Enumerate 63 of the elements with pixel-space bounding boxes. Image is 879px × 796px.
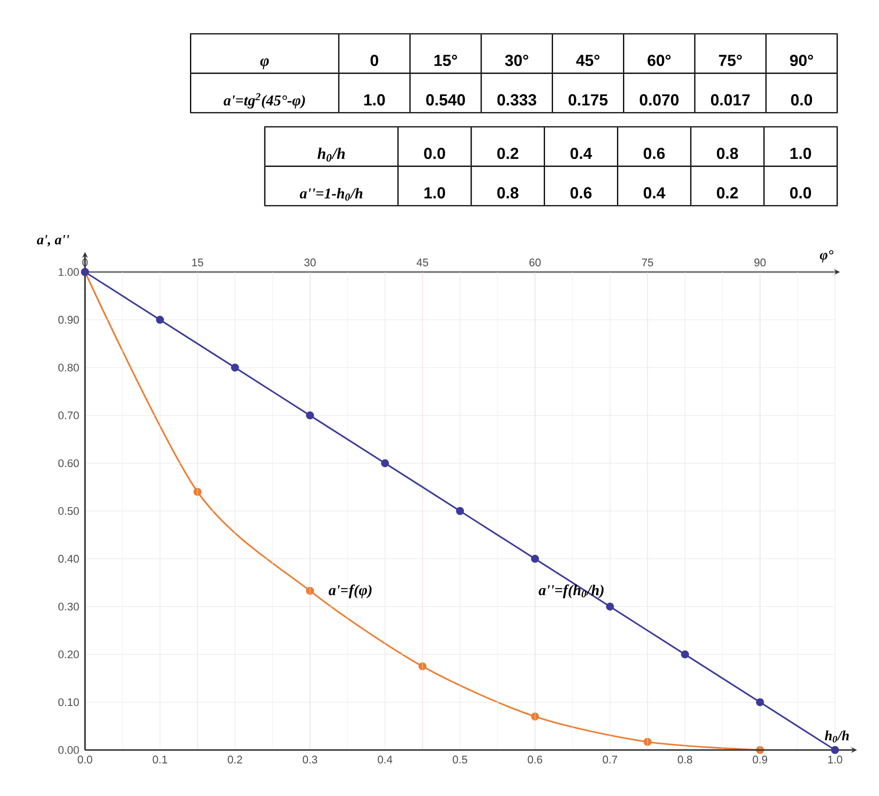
text: 0.4: [644, 187, 666, 198]
text: 0.333: [497, 94, 536, 106]
y-tick-label: 0.80: [58, 364, 79, 372]
text: a'=tg$^{2}$(45°-φ): [224, 93, 305, 109]
text: 0.6: [570, 187, 592, 198]
text: 0.0: [791, 94, 812, 106]
x2-tick-label: 75: [642, 258, 654, 266]
x2-tick-label: 30: [304, 258, 316, 266]
series-label: a''=f(h$_{0}$/h): [538, 584, 604, 598]
text: 0.175: [568, 94, 608, 106]
text: 0.8: [716, 148, 738, 160]
text: 0.540: [426, 94, 465, 106]
text: 90°: [790, 54, 814, 66]
text: 45°: [576, 54, 600, 66]
series-label: a'=f(φ): [328, 584, 372, 598]
x-tick-label: 0.7: [602, 756, 618, 764]
x2-tick-label: 90: [754, 258, 766, 266]
text: 75°: [718, 54, 742, 66]
text: φ: [260, 58, 269, 70]
y-tick-label: 0.10: [58, 698, 79, 706]
text: 1.0: [424, 187, 446, 198]
text: 1.0: [364, 94, 385, 106]
x2-tick-label: 60: [529, 258, 541, 266]
y-tick-label: 0.90: [58, 316, 79, 324]
text: 15°: [434, 54, 458, 66]
x-tick-label: 0.4: [378, 756, 392, 764]
x-tick-label: 0.8: [678, 756, 692, 764]
y-tick-label: 0.70: [58, 412, 79, 420]
x2-tick-label: 45: [416, 258, 428, 266]
x2-tick-label: 15: [192, 258, 204, 266]
x-tick-label: 1.0: [828, 756, 842, 764]
x-tick-label: 0.5: [452, 756, 468, 764]
text: 0.2: [716, 187, 738, 198]
x-tick-label: 0.2: [228, 756, 242, 764]
y-tick-label: 0.50: [58, 507, 79, 515]
y-tick-label: 0.30: [58, 602, 79, 610]
text: 0.070: [640, 94, 679, 106]
text: 0.8: [497, 187, 518, 198]
y-tick-label: 0.40: [58, 554, 79, 563]
text: 0.6: [644, 148, 665, 160]
text: 0.0: [790, 187, 812, 198]
text: 0.4: [570, 148, 592, 160]
text: 0.2: [497, 148, 518, 160]
text: a''=1-h$_{0}$/h: [300, 188, 362, 201]
y-tick-label: 1.00: [58, 268, 79, 276]
text: 0: [370, 54, 378, 66]
x-tick-label: 0.3: [302, 756, 318, 764]
text: 1.0: [790, 148, 812, 160]
text: 0.0: [424, 148, 446, 160]
text: 30°: [505, 54, 528, 66]
y-tick-label: 0.00: [58, 746, 79, 754]
x-tick-label: 0.1: [152, 756, 168, 764]
x-axis-title: h$_{0}$/h: [824, 730, 849, 742]
x2-axis-title: φ°: [820, 250, 834, 262]
x-tick-label: 0.6: [528, 756, 542, 764]
x-tick-label: 0.0: [78, 756, 92, 764]
text: h$_{0}$/h: [318, 148, 345, 162]
y-tick-label: 0.60: [58, 459, 79, 468]
text: 60°: [648, 54, 671, 66]
y-tick-label: 0.20: [58, 650, 79, 658]
y-axis-title: a', a'': [36, 235, 70, 246]
x-tick-label: 0.9: [752, 756, 768, 764]
text: 0.017: [711, 94, 750, 106]
